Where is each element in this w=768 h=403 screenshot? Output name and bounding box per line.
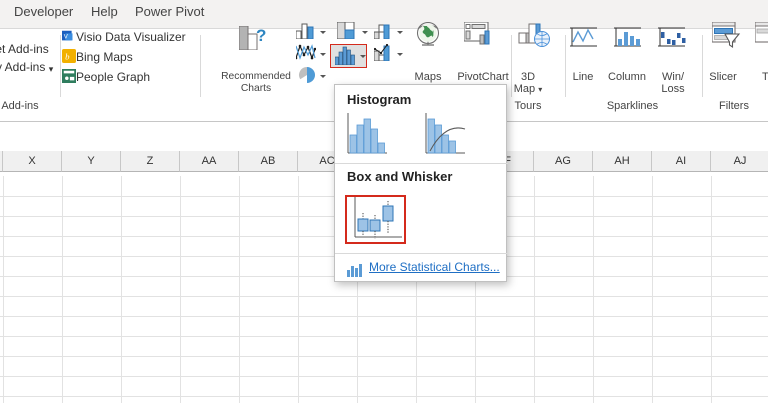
svg-text:?: ? (256, 26, 266, 45)
svg-text:b: b (65, 52, 70, 62)
